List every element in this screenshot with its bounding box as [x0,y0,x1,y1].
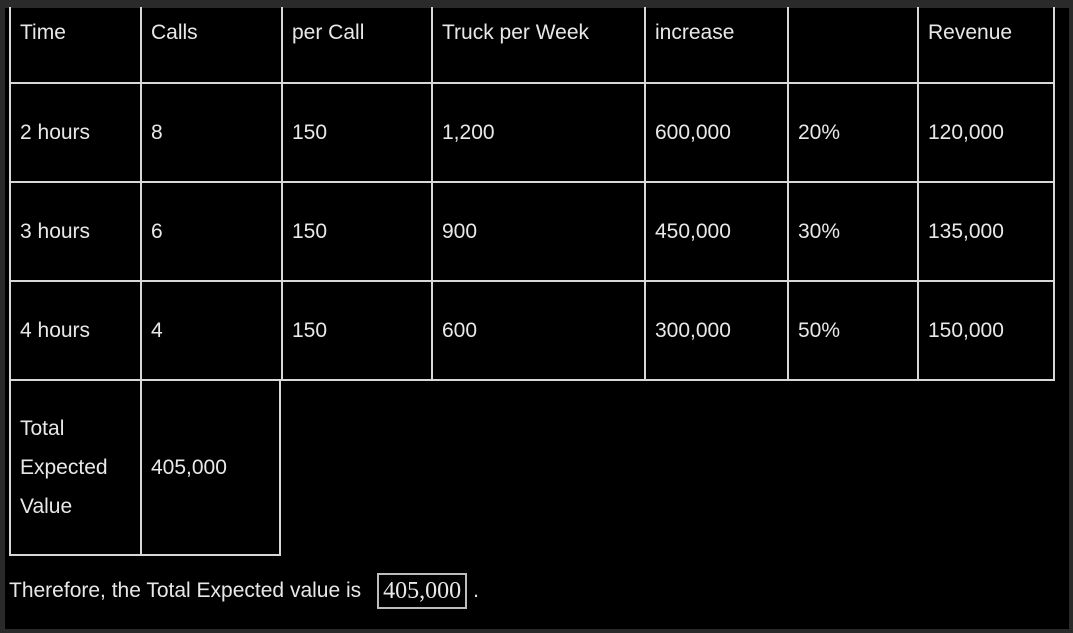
total-row: Total Expected Value 405,000 [9,381,1055,556]
table-cell: 20% [787,84,917,183]
table-cell: 4 hours [9,282,140,381]
table-cell: 4 [140,282,281,381]
table-cell: 2 hours [9,84,140,183]
table-cell: 600,000 [644,84,787,183]
table-cell: 50% [787,282,917,381]
header-cell: Truck per Week [431,7,644,84]
table-row: 2 hours 8 150 1,200 600,000 20% 120,000 [9,84,1055,183]
sentence-period: . [473,579,479,602]
table-cell: 30% [787,183,917,282]
header-cell [787,7,917,84]
table-header-row: Time Calls per Call Truck per Week incre… [9,7,1055,84]
table-row: 3 hours 6 150 900 450,000 30% 135,000 [9,183,1055,282]
table-cell: 450,000 [644,183,787,282]
table-cell: 120,000 [917,84,1055,183]
table-cell: 150 [281,282,431,381]
header-cell: increase [644,7,787,84]
table-cell: 150 [281,183,431,282]
table-cell: 600 [431,282,644,381]
table-cell: 8 [140,84,281,183]
conclusion-sentence: Therefore, the Total Expected value is 4… [9,573,479,609]
boxed-answer: 405,000 [377,573,468,609]
header-cell: per Call [281,7,431,84]
conclusion-text: Therefore, the Total Expected value is [9,579,362,602]
table-cell: 135,000 [917,183,1055,282]
table-cell: 300,000 [644,282,787,381]
total-value: 405,000 [140,381,281,556]
total-label: Total Expected Value [9,381,140,556]
table-cell: 900 [431,183,644,282]
header-cell: Calls [140,7,281,84]
table-cell: 150,000 [917,282,1055,381]
table-row: 4 hours 4 150 600 300,000 50% 150,000 [9,282,1055,381]
header-cell: Time [9,7,140,84]
table-cell: 150 [281,84,431,183]
table-cell: 6 [140,183,281,282]
header-cell: Revenue [917,7,1055,84]
table-cell: 1,200 [431,84,644,183]
table-cell: 3 hours [9,183,140,282]
revenue-table: Time Calls per Call Truck per Week incre… [9,7,1055,556]
